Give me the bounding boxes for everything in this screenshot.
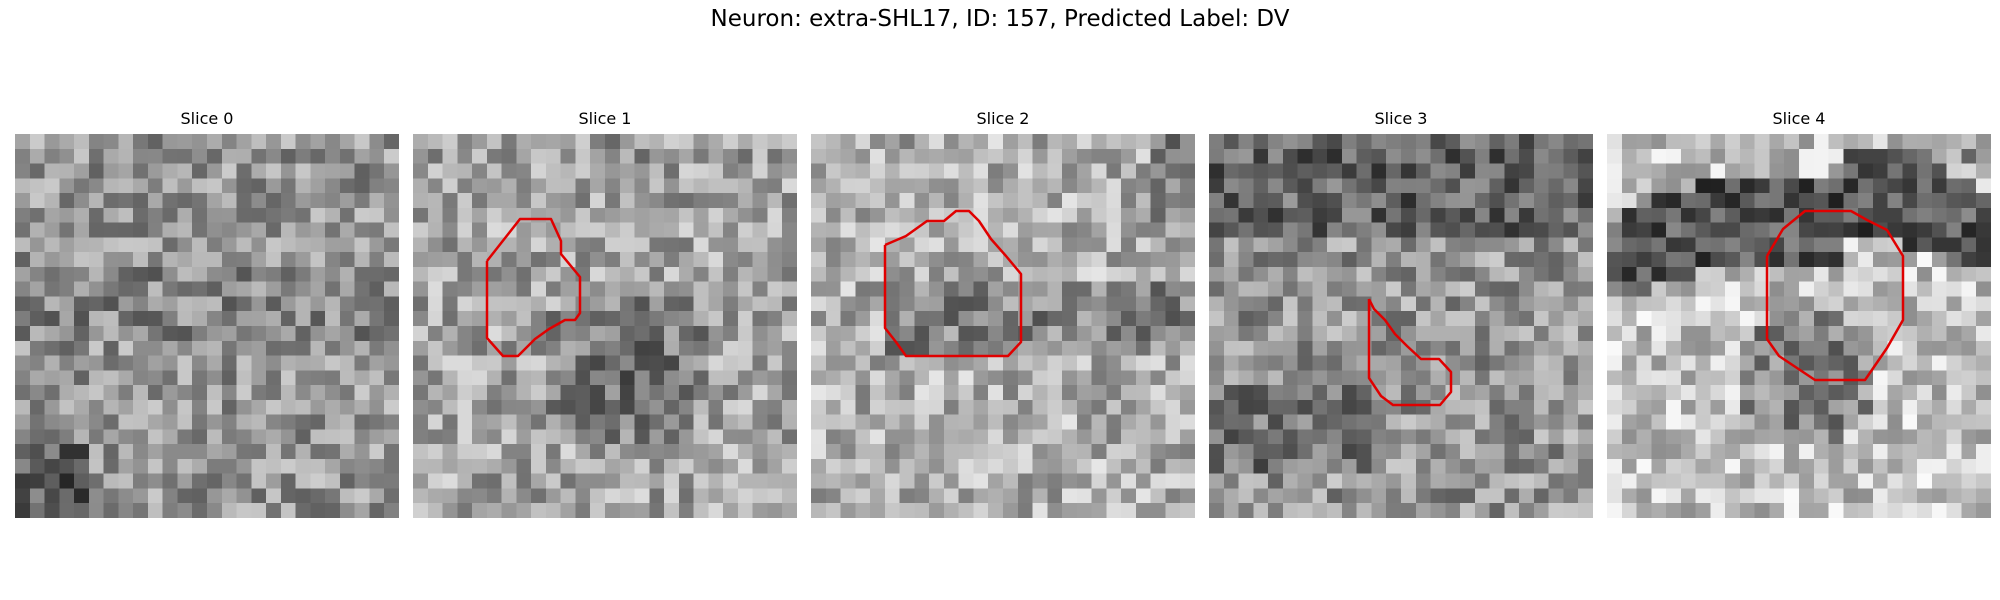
slice-image-4 <box>1607 134 1991 518</box>
roi-contour-3 <box>1367 298 1453 407</box>
slice-image-3 <box>1209 134 1593 518</box>
slice-title-2: Slice 2 <box>976 109 1030 128</box>
roi-contour-1 <box>485 217 582 358</box>
slice-title-0: Slice 0 <box>180 109 234 128</box>
slice-pixels-0 <box>15 134 399 518</box>
roi-outline-4 <box>1765 209 1905 382</box>
roi-outline-1 <box>485 217 582 358</box>
slice-image-2 <box>811 134 1195 518</box>
slice-image-1 <box>413 134 797 518</box>
figure-title: Neuron: extra-SHL17, ID: 157, Predicted … <box>710 6 1290 32</box>
roi-outline-2 <box>883 209 1023 358</box>
roi-outline-3 <box>1367 298 1453 407</box>
roi-contour-2 <box>883 209 1023 358</box>
slice-title-3: Slice 3 <box>1374 109 1428 128</box>
roi-contour-4 <box>1765 209 1905 382</box>
slice-pixels-2 <box>811 134 1195 518</box>
slice-pixels-4 <box>1607 134 1991 518</box>
slice-title-4: Slice 4 <box>1772 109 1826 128</box>
slice-pixels-3 <box>1209 134 1593 518</box>
slice-pixels-1 <box>413 134 797 518</box>
slice-image-0 <box>15 134 399 518</box>
slice-title-1: Slice 1 <box>578 109 632 128</box>
